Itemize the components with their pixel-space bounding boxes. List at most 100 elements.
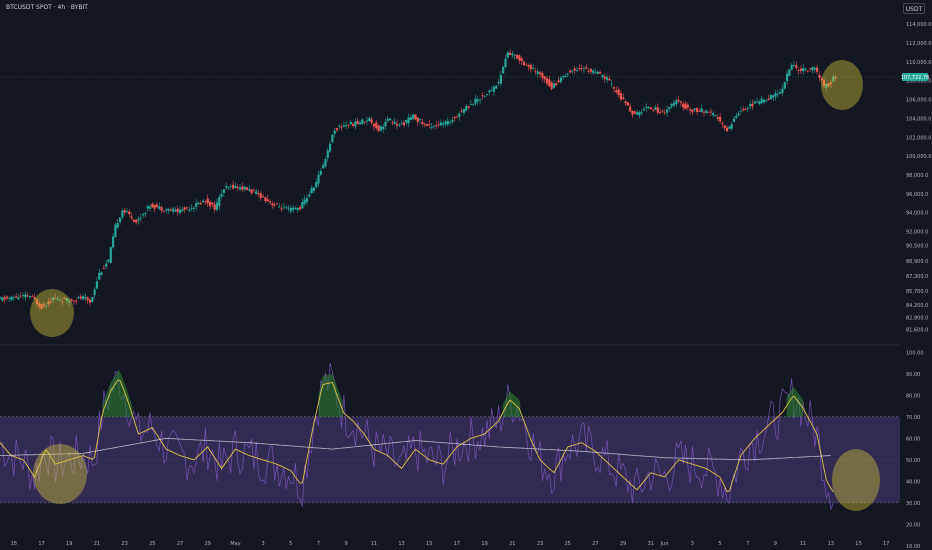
candle-body — [698, 110, 701, 112]
candle-body — [725, 127, 729, 132]
candle — [31, 294, 34, 298]
candle — [719, 112, 722, 124]
candle-body — [3, 297, 6, 300]
candle — [84, 293, 87, 302]
candle-body — [393, 121, 396, 124]
candle-body — [642, 108, 646, 110]
candle-body — [548, 79, 551, 87]
candle — [310, 185, 313, 194]
candle-body — [40, 304, 43, 309]
candle-body — [645, 106, 648, 108]
candle-body — [345, 125, 348, 127]
candle — [749, 100, 752, 110]
candle-body — [605, 77, 609, 80]
candle — [151, 202, 154, 209]
candle — [245, 187, 249, 191]
candle-body — [626, 102, 629, 106]
candle-body — [435, 125, 438, 127]
candle-body — [1, 297, 4, 301]
candle — [292, 205, 295, 214]
candle — [640, 109, 643, 116]
candle — [358, 120, 362, 125]
candle — [811, 66, 814, 74]
candle — [575, 66, 579, 73]
candle — [21, 292, 25, 299]
candle-body — [569, 70, 572, 73]
candle — [573, 65, 576, 75]
candle-body — [541, 72, 544, 78]
candle-body — [176, 208, 179, 212]
date-tick-label: 17 — [454, 541, 460, 547]
candle-body — [28, 296, 32, 298]
candle-body — [772, 95, 775, 98]
candle — [580, 64, 583, 72]
candle — [105, 259, 108, 270]
candle — [633, 110, 636, 115]
candle — [492, 84, 496, 96]
candle-body — [506, 52, 509, 58]
candle-body — [386, 118, 389, 121]
candle — [257, 189, 260, 197]
candle — [541, 70, 544, 82]
candle-body — [218, 197, 221, 206]
candle-body — [629, 106, 632, 112]
candle — [594, 68, 597, 75]
candle — [58, 296, 62, 302]
candle — [772, 94, 775, 102]
candle — [278, 203, 281, 208]
candle — [705, 109, 708, 115]
candle — [686, 102, 689, 111]
candle — [17, 293, 20, 300]
candle — [206, 194, 209, 207]
candle — [174, 207, 177, 212]
candle-body — [425, 124, 429, 126]
candle-body — [100, 272, 103, 275]
candle — [624, 99, 627, 106]
date-tick-label: 7 — [317, 541, 320, 547]
price-tick-label: 108,000.0 — [906, 79, 931, 85]
candle-body — [670, 103, 673, 107]
candle-body — [208, 201, 212, 207]
candle — [707, 111, 710, 113]
candle-body — [571, 70, 574, 72]
currency-button[interactable]: USDT — [903, 3, 925, 14]
candle-body — [502, 66, 505, 74]
candle — [250, 188, 253, 196]
candle — [137, 216, 140, 225]
date-tick-label: 5 — [289, 541, 292, 547]
candle — [338, 124, 341, 130]
candle-body — [282, 206, 286, 208]
candle-body — [732, 118, 736, 122]
candle — [384, 118, 387, 130]
candle — [665, 105, 669, 117]
candle-body — [555, 82, 558, 86]
candle-body — [458, 113, 461, 117]
candle — [825, 83, 828, 92]
candle-body — [220, 194, 223, 197]
candle — [142, 212, 145, 218]
candle-body — [730, 124, 733, 129]
candle-body — [818, 74, 821, 78]
candle-body — [259, 193, 262, 199]
date-tick-label: 15 — [11, 541, 17, 547]
candle — [571, 70, 574, 74]
candle — [499, 70, 502, 87]
candle-body — [543, 76, 546, 80]
price-tick-label: 100,000.0 — [906, 154, 931, 160]
candle-body — [255, 191, 258, 194]
candle-body — [111, 236, 115, 248]
candle — [185, 206, 189, 211]
candle — [294, 206, 297, 210]
candle-body — [587, 70, 590, 72]
candle — [308, 191, 311, 198]
candle-body — [799, 68, 803, 71]
candle-body — [363, 121, 366, 123]
candle — [398, 122, 401, 127]
candle — [485, 93, 489, 97]
candle-body — [222, 189, 225, 193]
candle-body — [19, 295, 22, 297]
candle-body — [238, 187, 242, 190]
candle-body — [478, 99, 482, 101]
candle — [79, 293, 82, 301]
